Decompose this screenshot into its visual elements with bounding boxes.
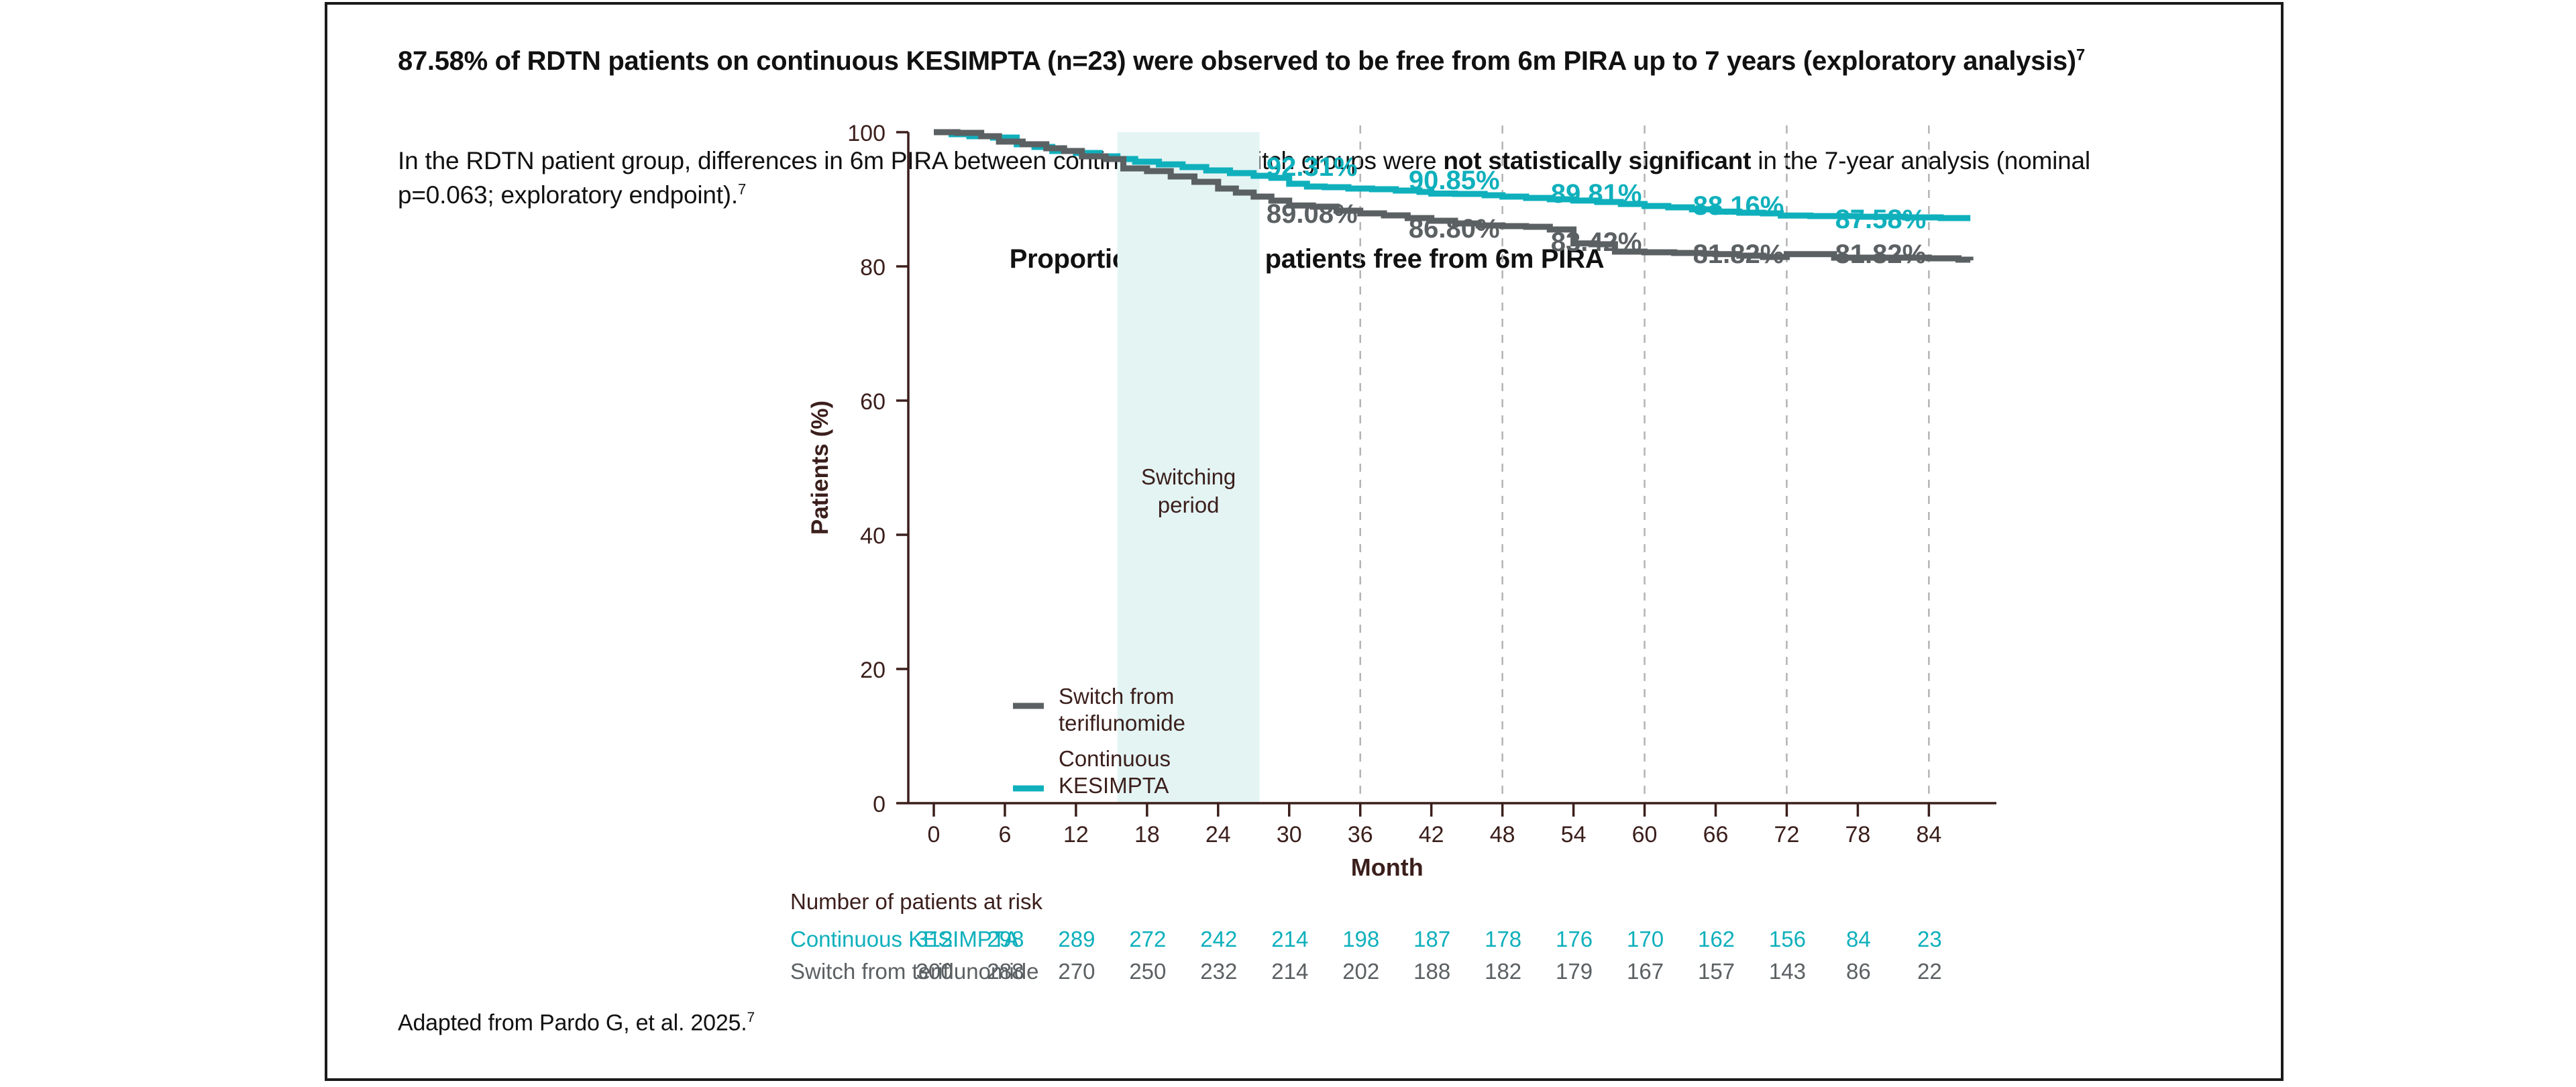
at-risk-value-1-24: 232 <box>1200 959 1237 984</box>
at-risk-value-0-12: 289 <box>1058 927 1095 951</box>
y-tick-label-100: 100 <box>847 121 885 146</box>
data-label-1-42: 86.80% <box>1409 214 1500 244</box>
subheadline-part1: In the RDTN patient group, differences i… <box>398 147 1444 174</box>
subheadline-superscript: 7 <box>738 180 747 198</box>
at-risk-value-0-42: 187 <box>1413 927 1450 951</box>
at-risk-value-0-48: 178 <box>1485 927 1521 951</box>
subheadline: In the RDTN patient group, differences i… <box>398 144 2115 212</box>
at-risk-value-0-84: 23 <box>1917 927 1942 951</box>
x-tick-label-54: 54 <box>1561 822 1587 847</box>
y-axis-title: Patients (%) <box>807 401 833 535</box>
at-risk-value-1-42: 188 <box>1413 959 1450 984</box>
at-risk-value-1-72: 143 <box>1769 959 1806 984</box>
at-risk-value-1-60: 167 <box>1627 959 1664 984</box>
at-risk-value-1-48: 182 <box>1485 959 1521 984</box>
at-risk-value-1-30: 214 <box>1271 959 1308 984</box>
x-tick-label-66: 66 <box>1703 822 1729 847</box>
x-tick-label-12: 12 <box>1063 822 1089 847</box>
at-risk-header: Number of patients at risk <box>790 889 1042 914</box>
at-risk-value-1-6: 288 <box>987 959 1024 984</box>
headline: 87.58% of RDTN patients on continuous KE… <box>398 44 2102 79</box>
at-risk-value-1-36: 202 <box>1342 959 1379 984</box>
chart-title: Proportion of RDTN patients free from 6m… <box>1009 244 1605 274</box>
x-tick-label-42: 42 <box>1419 822 1444 847</box>
switching-period-label: period <box>1158 493 1220 517</box>
at-risk-value-1-66: 157 <box>1698 959 1735 984</box>
at-risk-value-1-84: 22 <box>1917 959 1942 984</box>
at-risk-value-1-78: 86 <box>1846 959 1871 984</box>
at-risk-value-0-0: 312 <box>916 927 953 951</box>
at-risk-value-0-60: 170 <box>1627 927 1664 951</box>
y-tick-label-0: 0 <box>873 792 885 817</box>
y-tick-label-20: 20 <box>860 658 885 683</box>
x-axis-title: Month <box>1351 853 1424 881</box>
at-risk-value-0-30: 214 <box>1271 927 1308 951</box>
figure-source-note: Adapted from Pardo G, et al. 2025.7 <box>398 1010 755 1036</box>
x-tick-label-78: 78 <box>1845 822 1870 847</box>
x-tick-label-60: 60 <box>1632 822 1658 847</box>
at-risk-value-0-66: 162 <box>1698 927 1735 951</box>
x-tick-label-48: 48 <box>1490 822 1515 847</box>
at-risk-value-0-18: 272 <box>1129 927 1166 951</box>
x-tick-label-72: 72 <box>1774 822 1800 847</box>
legend-label-switch-2: teriflunomide <box>1059 711 1185 735</box>
x-tick-label-30: 30 <box>1277 822 1302 847</box>
at-risk-value-0-54: 176 <box>1556 927 1593 951</box>
at-risk-value-0-6: 298 <box>987 927 1024 951</box>
x-tick-label-36: 36 <box>1348 822 1373 847</box>
y-tick-label-40: 40 <box>860 523 885 549</box>
at-risk-row-label-0: Continuous KESIMPTA <box>790 927 1019 951</box>
x-tick-label-18: 18 <box>1134 822 1160 847</box>
headline-text: 87.58% of RDTN patients on continuous KE… <box>398 46 2076 76</box>
footer-text: Adapted from Pardo G, et al. 2025. <box>398 1010 747 1036</box>
subheadline-emphasis: not statistically significant <box>1443 147 1752 174</box>
at-risk-value-0-24: 242 <box>1200 927 1237 951</box>
at-risk-value-1-18: 250 <box>1129 959 1166 984</box>
at-risk-value-1-12: 270 <box>1058 959 1095 984</box>
at-risk-value-0-78: 84 <box>1846 927 1871 951</box>
x-tick-label-24: 24 <box>1205 822 1231 847</box>
at-risk-value-0-72: 156 <box>1769 927 1806 951</box>
switching-period-band <box>1117 132 1260 803</box>
x-tick-label-6: 6 <box>998 822 1011 847</box>
headline-superscript: 7 <box>2076 46 2085 64</box>
legend-label-switch: Switch from <box>1059 684 1174 709</box>
footer-superscript: 7 <box>747 1010 755 1025</box>
legend-label-continuous-2: KESIMPTA <box>1059 773 1169 798</box>
switching-period-label: Switching <box>1141 464 1236 489</box>
at-risk-row-label-1: Switch from teriflunomide <box>790 959 1038 984</box>
at-risk-value-0-36: 198 <box>1342 927 1379 951</box>
x-tick-label-0: 0 <box>928 822 941 847</box>
x-tick-label-84: 84 <box>1916 822 1941 847</box>
y-tick-label-60: 60 <box>860 389 885 415</box>
figure-panel: 87.58% of RDTN patients on continuous KE… <box>325 2 2284 1081</box>
legend-label-continuous: Continuous <box>1059 746 1171 771</box>
at-risk-value-1-0: 300 <box>916 959 953 984</box>
at-risk-value-1-54: 179 <box>1556 959 1593 984</box>
